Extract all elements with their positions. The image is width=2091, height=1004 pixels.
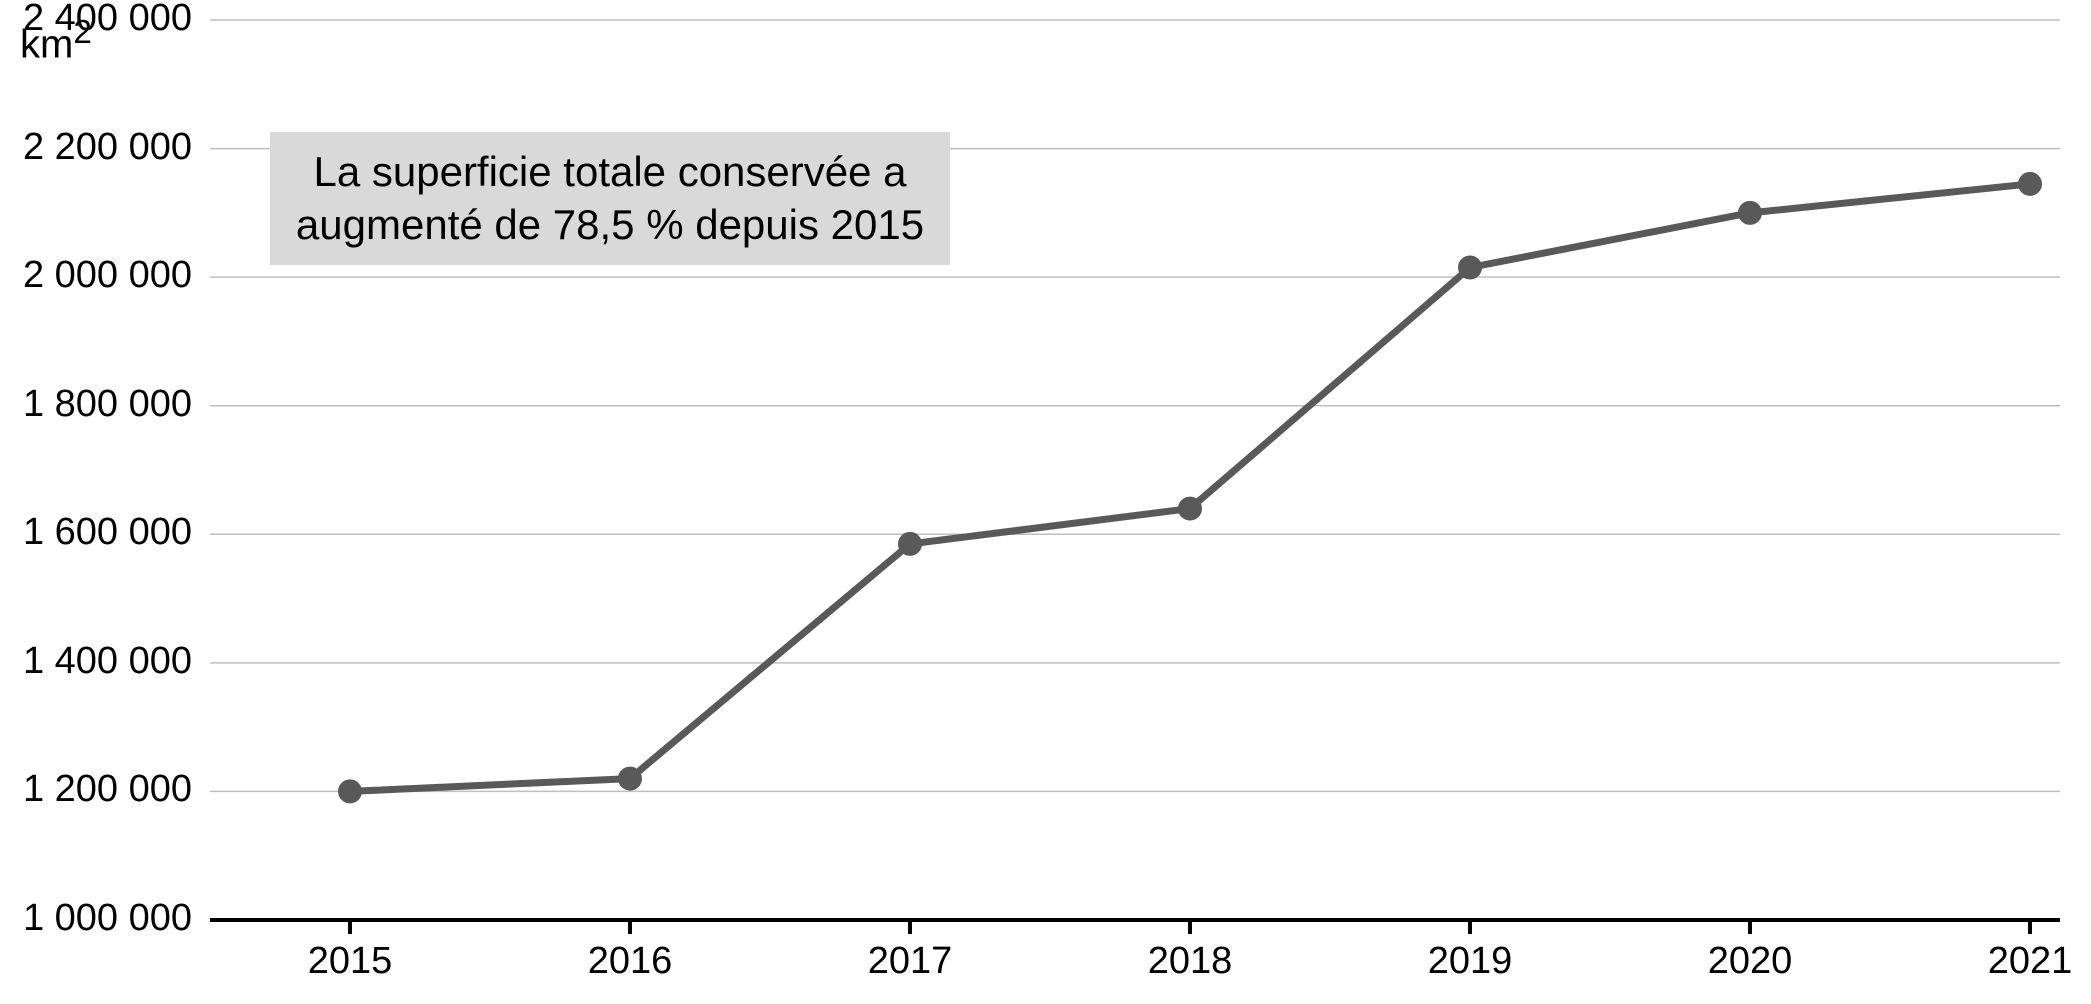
x-tick-label: 2021 xyxy=(1980,940,2080,983)
x-tick-label: 2017 xyxy=(860,940,960,983)
data-marker xyxy=(339,780,361,802)
data-marker xyxy=(2019,173,2041,195)
chart-annotation: La superficie totale conservée a augment… xyxy=(270,132,950,265)
data-line xyxy=(350,184,2030,792)
data-marker xyxy=(1179,498,1201,520)
y-tick-label: 1 800 000 xyxy=(23,383,192,426)
data-marker xyxy=(1459,257,1481,279)
y-tick-label: 1 000 000 xyxy=(23,897,192,940)
x-tick-label: 2020 xyxy=(1700,940,1800,983)
chart-annotation-line1: La superficie totale conservée a xyxy=(313,148,906,195)
x-tick-label: 2015 xyxy=(300,940,400,983)
y-tick-label: 2 400 000 xyxy=(23,0,192,40)
x-tick-label: 2018 xyxy=(1140,940,1240,983)
y-tick-label: 1 400 000 xyxy=(23,640,192,683)
x-tick-label: 2016 xyxy=(580,940,680,983)
data-marker xyxy=(1739,202,1761,224)
data-marker xyxy=(899,533,921,555)
y-tick-label: 2 200 000 xyxy=(23,126,192,169)
y-tick-label: 1 200 000 xyxy=(23,768,192,811)
y-tick-label: 2 000 000 xyxy=(23,254,192,297)
line-chart: km2 La superficie totale conservée a aug… xyxy=(0,0,2091,1004)
y-tick-label: 1 600 000 xyxy=(23,511,192,554)
data-marker xyxy=(619,768,641,790)
x-tick-label: 2019 xyxy=(1420,940,1520,983)
chart-annotation-line2: augmenté de 78,5 % depuis 2015 xyxy=(296,201,924,248)
